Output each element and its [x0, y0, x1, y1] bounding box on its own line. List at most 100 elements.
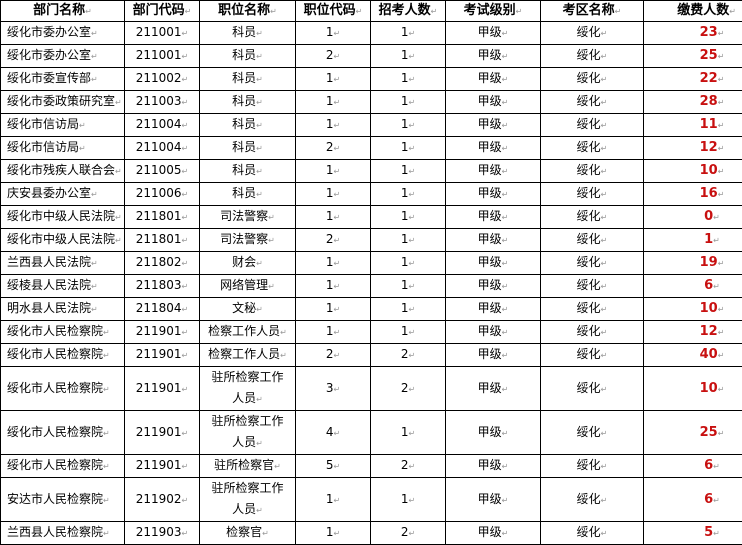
table-row: 绥化市中级人民法院211801司法警察11甲级绥化0	[1, 206, 742, 229]
cell-position-code: 5	[296, 455, 371, 478]
table-row: 绥化市委办公室211001科员11甲级绥化23	[1, 22, 742, 45]
cell-exam-area: 绥化	[541, 478, 644, 522]
cell-quota: 2	[371, 455, 446, 478]
cell-quota: 1	[371, 183, 446, 206]
cell-exam-area: 绥化	[541, 137, 644, 160]
table-row: 绥棱县人民法院211803网络管理11甲级绥化6	[1, 275, 742, 298]
cell-quota: 1	[371, 160, 446, 183]
cell-dept-name: 绥化市委办公室	[1, 22, 125, 45]
cell-position-code: 1	[296, 22, 371, 45]
column-header-exam-area: 考区名称	[541, 1, 644, 22]
cell-exam-level: 甲级	[446, 478, 541, 522]
cell-dept-name: 绥化市残疾人联合会	[1, 160, 125, 183]
cell-exam-area: 绥化	[541, 344, 644, 367]
cell-quota: 1	[371, 114, 446, 137]
cell-exam-area: 绥化	[541, 252, 644, 275]
cell-exam-level: 甲级	[446, 183, 541, 206]
cell-dept-name: 兰西县人民法院	[1, 252, 125, 275]
cell-dept-code: 211801	[125, 229, 200, 252]
cell-exam-level: 甲级	[446, 298, 541, 321]
table-row: 兰西县人民法院211802财会11甲级绥化19	[1, 252, 742, 275]
cell-position-name: 司法警察	[200, 229, 296, 252]
cell-dept-name: 绥棱县人民法院	[1, 275, 125, 298]
cell-exam-level: 甲级	[446, 344, 541, 367]
column-header-dept-name: 部门名称	[1, 1, 125, 22]
cell-exam-area: 绥化	[541, 68, 644, 91]
table-row: 绥化市委政策研究室211003科员11甲级绥化28	[1, 91, 742, 114]
table-row: 兰西县人民检察院211903检察官12甲级绥化5	[1, 522, 742, 545]
cell-dept-code: 211004	[125, 137, 200, 160]
cell-position-name: 检察官	[200, 522, 296, 545]
cell-dept-code: 211901	[125, 455, 200, 478]
cell-exam-area: 绥化	[541, 22, 644, 45]
cell-position-name: 科员	[200, 114, 296, 137]
cell-position-name: 财会	[200, 252, 296, 275]
cell-exam-area: 绥化	[541, 522, 644, 545]
cell-quota: 1	[371, 137, 446, 160]
column-header-position-name: 职位名称	[200, 1, 296, 22]
cell-exam-area: 绥化	[541, 367, 644, 411]
cell-exam-level: 甲级	[446, 229, 541, 252]
cell-dept-name: 绥化市委宣传部	[1, 68, 125, 91]
cell-position-code: 1	[296, 114, 371, 137]
cell-position-name: 科员	[200, 91, 296, 114]
table-row: 绥化市委宣传部211002科员11甲级绥化22	[1, 68, 742, 91]
column-header-quota: 招考人数	[371, 1, 446, 22]
cell-quota: 1	[371, 229, 446, 252]
cell-dept-code: 211903	[125, 522, 200, 545]
cell-dept-name: 绥化市人民检察院	[1, 455, 125, 478]
table-row: 绥化市人民检察院211901检察工作人员11甲级绥化12	[1, 321, 742, 344]
cell-quota: 2	[371, 522, 446, 545]
cell-exam-area: 绥化	[541, 455, 644, 478]
cell-exam-level: 甲级	[446, 137, 541, 160]
cell-dept-code: 211901	[125, 344, 200, 367]
cell-position-code: 1	[296, 298, 371, 321]
cell-dept-name: 绥化市信访局	[1, 114, 125, 137]
cell-position-name: 科员	[200, 22, 296, 45]
cell-dept-code: 211901	[125, 411, 200, 455]
column-header-paid-count: 缴费人数	[644, 1, 742, 22]
cell-dept-code: 211003	[125, 91, 200, 114]
table-row: 安达市人民检察院211902驻所检察工作人员11甲级绥化6	[1, 478, 742, 522]
cell-dept-code: 211901	[125, 367, 200, 411]
cell-exam-level: 甲级	[446, 275, 541, 298]
cell-dept-code: 211001	[125, 22, 200, 45]
cell-exam-area: 绥化	[541, 298, 644, 321]
cell-paid-count: 25	[644, 411, 742, 455]
cell-exam-level: 甲级	[446, 321, 541, 344]
header-row: 部门名称部门代码职位名称职位代码招考人数考试级别考区名称缴费人数	[1, 1, 742, 22]
cell-quota: 2	[371, 367, 446, 411]
column-header-dept-code: 部门代码	[125, 1, 200, 22]
cell-dept-name: 绥化市中级人民法院	[1, 206, 125, 229]
cell-dept-name: 兰西县人民检察院	[1, 522, 125, 545]
cell-dept-code: 211004	[125, 114, 200, 137]
cell-dept-name: 绥化市委办公室	[1, 45, 125, 68]
cell-position-code: 1	[296, 160, 371, 183]
cell-paid-count: 12	[644, 321, 742, 344]
table-row: 绥化市残疾人联合会211005科员11甲级绥化10	[1, 160, 742, 183]
cell-quota: 1	[371, 411, 446, 455]
cell-exam-area: 绥化	[541, 229, 644, 252]
cell-paid-count: 28	[644, 91, 742, 114]
cell-quota: 1	[371, 68, 446, 91]
cell-exam-area: 绥化	[541, 206, 644, 229]
cell-position-code: 1	[296, 478, 371, 522]
cell-paid-count: 40	[644, 344, 742, 367]
cell-position-code: 1	[296, 183, 371, 206]
cell-exam-area: 绥化	[541, 183, 644, 206]
cell-position-name: 文秘	[200, 298, 296, 321]
cell-position-code: 2	[296, 137, 371, 160]
cell-paid-count: 19	[644, 252, 742, 275]
cell-position-code: 1	[296, 321, 371, 344]
cell-quota: 1	[371, 252, 446, 275]
cell-dept-name: 安达市人民检察院	[1, 478, 125, 522]
cell-position-code: 2	[296, 344, 371, 367]
cell-dept-code: 211803	[125, 275, 200, 298]
cell-position-code: 1	[296, 522, 371, 545]
cell-position-name: 网络管理	[200, 275, 296, 298]
cell-exam-level: 甲级	[446, 367, 541, 411]
cell-dept-name: 明水县人民法院	[1, 298, 125, 321]
cell-dept-code: 211002	[125, 68, 200, 91]
cell-exam-level: 甲级	[446, 91, 541, 114]
